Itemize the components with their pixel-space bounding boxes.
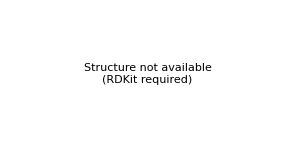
Text: Structure not available
(RDKit required): Structure not available (RDKit required) xyxy=(84,63,212,85)
